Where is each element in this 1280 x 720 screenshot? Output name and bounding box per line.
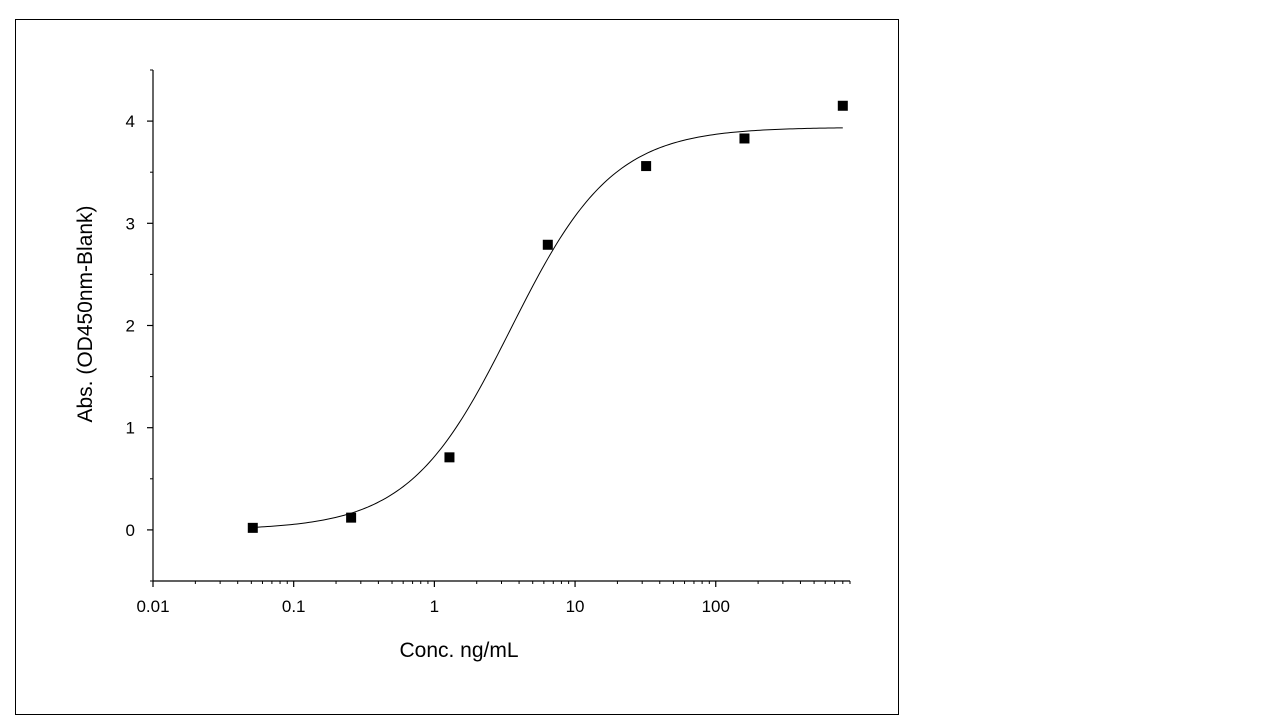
x-tick-label: 100 — [702, 597, 730, 616]
data-point — [444, 452, 455, 463]
y-tick-label: 4 — [126, 112, 135, 131]
data-point — [739, 133, 750, 144]
y-axis-title: Abs. (OD450nm-Blank) — [74, 205, 97, 422]
x-tick-label: 10 — [566, 597, 585, 616]
y-ticks: 0 1 2 3 4 — [126, 69, 153, 582]
axes — [152, 70, 850, 582]
data-points — [247, 100, 848, 533]
x-tick-label: 0.01 — [136, 597, 169, 616]
x-tick-label: 1 — [430, 597, 439, 616]
data-point — [346, 512, 357, 523]
data-point — [247, 522, 258, 533]
y-tick-label: 2 — [126, 317, 135, 336]
x-tick-label: 0.1 — [282, 597, 306, 616]
data-point — [641, 161, 652, 172]
chart-frame — [15, 19, 899, 715]
fit-curve — [252, 127, 843, 528]
y-tick-label: 0 — [126, 521, 135, 540]
x-ticks: 0.01 0.1 1 10 100 — [136, 581, 851, 616]
data-point — [542, 239, 553, 250]
data-point — [837, 100, 848, 111]
y-tick-label: 1 — [126, 419, 135, 438]
y-tick-label: 3 — [126, 214, 135, 233]
x-axis-title: Conc. ng/mL — [399, 639, 518, 662]
